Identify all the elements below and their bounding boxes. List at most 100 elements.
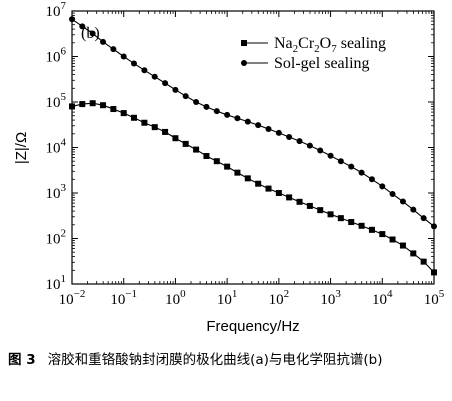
data-point-circle [410,206,417,213]
legend-label: Sol-gel sealing [274,55,370,72]
data-point-square [317,207,324,214]
y-axis-label: |Z|/Ω [13,132,30,164]
data-point-circle [368,176,375,183]
data-point-circle [317,147,324,154]
y-tick-label: 104 [46,137,67,157]
data-point-square [327,211,334,218]
legend-marker-circle [241,60,247,66]
data-point-square [255,180,262,187]
series-layer [69,16,437,276]
x-tick-label: 103 [320,288,341,308]
data-point-square [244,175,251,182]
data-point-square [110,106,117,113]
data-point-square [420,258,427,265]
data-point-circle [234,115,241,122]
data-point-square [286,194,293,201]
data-point-square [410,250,417,257]
data-point-circle [193,99,200,105]
x-tick-label: 101 [217,288,238,308]
legend-marker-square [241,40,247,46]
y-tick-label: 107 [46,0,67,20]
y-tick-label: 105 [46,91,67,111]
data-point-square [431,269,437,276]
data-point-circle [141,67,148,74]
data-point-square [69,103,75,110]
legend-item: Sol-gel sealing [241,55,370,72]
data-point-square [79,101,86,108]
series-sol-gel [69,16,437,230]
data-point-circle [327,152,334,159]
data-point-square [234,169,241,176]
x-tick-label: 102 [269,288,290,308]
data-point-circle [337,158,344,165]
data-point-square [275,190,282,196]
x-tick-label: 10−2 [59,288,86,308]
data-point-circle [379,183,386,190]
data-point-square [368,226,375,233]
data-point-square [389,236,396,243]
data-point-square [172,135,179,142]
data-point-square [306,202,313,209]
data-point-circle [224,111,231,118]
data-point-circle [244,118,251,125]
data-point-square [203,153,210,160]
y-tick-label: 103 [46,182,67,202]
data-point-square [151,124,158,131]
data-point-circle [255,122,262,129]
x-tick-label: 105 [424,288,445,308]
data-point-square [213,158,220,165]
x-tick-label: 100 [165,288,186,308]
data-point-circle [420,215,427,222]
data-point-square [130,114,137,121]
data-point-square [120,110,127,117]
data-point-circle [203,103,210,110]
data-point-square [182,140,189,147]
axis-ticks [71,10,435,285]
data-point-circle [358,169,365,176]
data-point-square [296,198,303,205]
tick-labels: 10−2 10−1 100 101 102 103 104 105 101 102 103 104 10… [46,0,445,308]
panel-label: (b) [81,25,100,42]
figure-number: 图 3 [8,352,36,368]
data-point-square [399,242,406,249]
data-point-circle [120,53,127,60]
data-point-square [224,163,231,170]
legend-label: Na2Cr2O7 sealing [274,35,386,55]
data-point-square [193,146,200,153]
impedance-chart: 10−2 10−1 100 101 102 103 104 105 101 102 103 104 10… [13,0,445,335]
y-tick-label: 101 [46,273,67,293]
data-point-circle [162,80,169,87]
data-point-circle [79,23,86,30]
data-point-circle [275,129,282,136]
data-point-circle [182,93,189,100]
data-point-circle [172,86,179,93]
data-point-circle [130,60,137,67]
legend-item: Na2Cr2O7 sealing [241,35,386,55]
x-tick-label: 104 [372,288,393,308]
data-point-circle [265,126,272,133]
data-point-circle [389,191,396,198]
x-tick-label: 10−1 [110,288,137,308]
data-point-circle [89,30,96,37]
caption-text: 溶胶和重铬酸钠封闭膜的极化曲线(a)与电化学阻抗谱(b) [47,352,383,368]
data-point-circle [69,16,75,23]
data-point-circle [213,108,220,115]
data-point-circle [296,138,303,145]
data-point-circle [306,142,313,149]
data-point-square [358,222,365,229]
y-tick-label: 102 [46,228,67,248]
data-point-circle [100,38,107,45]
data-point-square [379,231,386,238]
data-point-circle [431,223,437,230]
x-axis-label: Frequency/Hz [206,318,299,335]
data-point-square [89,100,96,107]
data-point-square [100,102,107,109]
data-point-square [265,185,272,192]
figure-caption: 图 3 溶胶和重铬酸钠封闭膜的极化曲线(a)与电化学阻抗谱(b) [8,349,448,371]
y-tick-label: 106 [46,46,67,66]
data-point-circle [110,46,117,53]
data-point-square [141,119,148,126]
data-point-circle [348,163,355,170]
